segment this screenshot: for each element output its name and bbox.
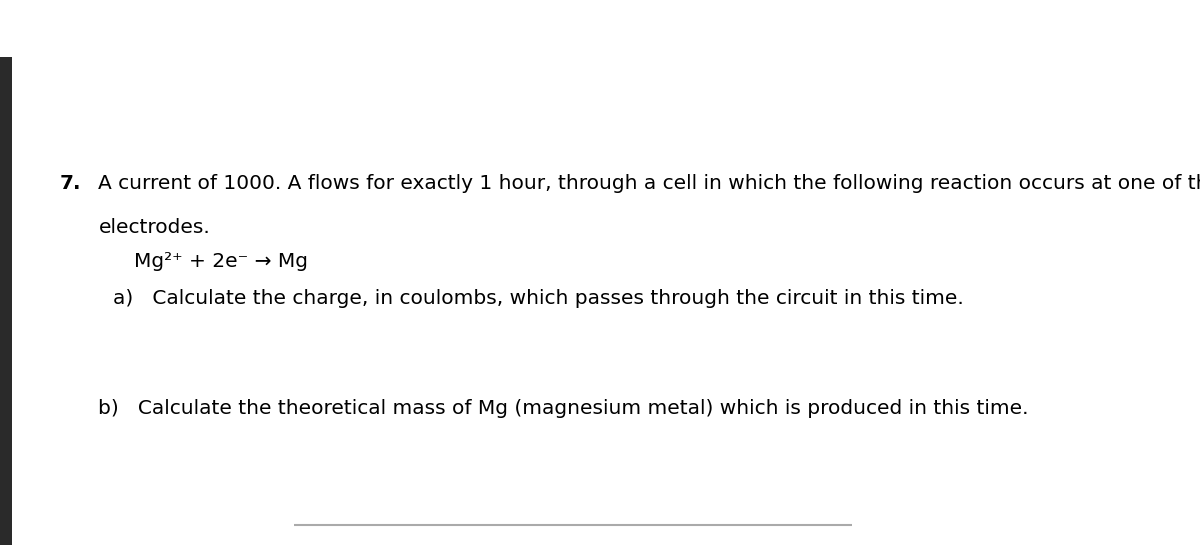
Text: 7.: 7. — [60, 174, 82, 193]
Text: 🔔: 🔔 — [184, 21, 193, 36]
Text: 100%: 100% — [1118, 20, 1174, 38]
Bar — [0, 57, 12, 545]
Text: Mg²⁺ + 2e⁻ → Mg: Mg²⁺ + 2e⁻ → Mg — [134, 252, 308, 271]
Text: 🔕: 🔕 — [1049, 21, 1058, 36]
Text: ·5G↗: ·5G↗ — [1074, 22, 1110, 35]
Text: N: N — [118, 19, 134, 38]
FancyBboxPatch shape — [134, 11, 185, 46]
Text: 📍: 📍 — [218, 21, 228, 36]
Text: b)   Calculate the theoretical mass of Mg (magnesium metal) which is produced in: b) Calculate the theoretical mass of Mg … — [98, 399, 1028, 417]
Text: A current of 1000. A flows for exactly 1 hour, through a cell in which the follo: A current of 1000. A flows for exactly 1… — [98, 174, 1200, 193]
Text: a)   Calculate the charge, in coulombs, which passes through the circuit in this: a) Calculate the charge, in coulombs, wh… — [113, 289, 964, 308]
Text: 6:09: 6:09 — [22, 19, 70, 38]
Text: electrodes.: electrodes. — [98, 218, 210, 237]
Text: VoN
LTE: VoN LTE — [997, 19, 1014, 38]
